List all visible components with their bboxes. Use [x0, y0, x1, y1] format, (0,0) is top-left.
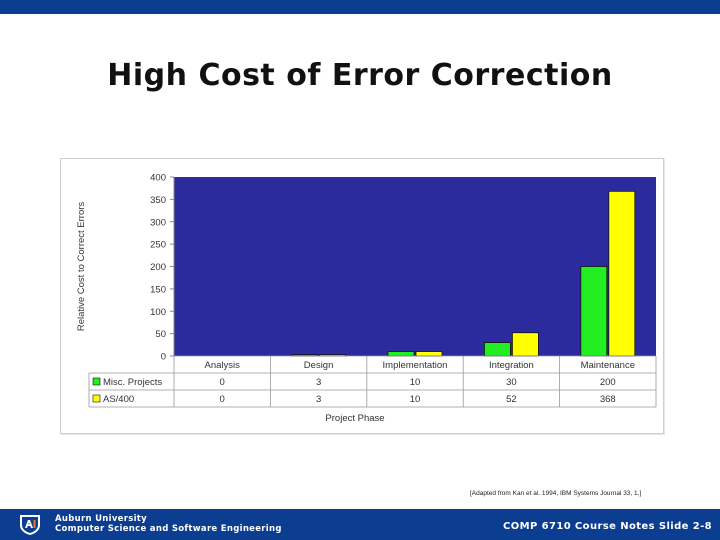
footer-slide-label: COMP 6710 Course Notes Slide 2-8 [503, 521, 712, 532]
y-tick-label: 150 [150, 284, 166, 295]
legend-key-misc-projects [92, 377, 101, 386]
footer-department: Computer Science and Software Engineerin… [55, 524, 282, 534]
chart-frame: 0 50 100 150 200 250 300 350 400 Relative Cost to… [60, 158, 664, 434]
data-table-value: 10 [410, 394, 421, 405]
source-citation: [Adapted from Kan et al. 1994, IBM Syste… [470, 490, 642, 497]
auburn-university-logo-icon [20, 515, 40, 535]
bar-as400 [608, 190, 636, 357]
plot-area [174, 177, 656, 356]
y-tick-label: 350 [150, 195, 166, 206]
y-axis-title: Relative Cost to Correct Errors [76, 202, 87, 332]
x-axis-title: Project Phase [325, 413, 384, 424]
legend-label: AS/400 [103, 394, 134, 405]
y-tick-label: 250 [150, 240, 166, 251]
data-table-value: 3 [316, 394, 321, 405]
legend-label: Misc. Projects [103, 377, 162, 388]
y-tick-label: 400 [150, 173, 166, 184]
x-category-label: Analysis [205, 360, 241, 371]
data-table-value: 52 [506, 394, 517, 405]
data-table-value: 200 [600, 377, 616, 388]
bar-as400 [511, 332, 539, 357]
bar-misc-projects [580, 266, 608, 357]
data-table-value: 30 [506, 377, 517, 388]
x-category-label: Maintenance [581, 360, 635, 371]
x-category-label: Integration [489, 360, 534, 371]
y-tick-label: 50 [155, 329, 166, 340]
data-table-value: 0 [220, 394, 225, 405]
footer-university: Auburn University [55, 514, 148, 524]
y-tick-label: 300 [150, 217, 166, 228]
y-tick-label: 100 [150, 307, 166, 318]
y-tick-label: 200 [150, 262, 166, 273]
data-table-value: 3 [316, 377, 321, 388]
bar-misc-projects [387, 351, 415, 357]
slide-title: High Cost of Error Correction [107, 58, 613, 93]
x-category-label: Design [304, 360, 334, 371]
y-tick-label: 0 [161, 352, 166, 363]
top-banner [0, 0, 720, 14]
legend-key-as400 [92, 394, 101, 403]
x-category-label: Implementation [383, 360, 448, 371]
data-table-value: 368 [600, 394, 616, 405]
bar-as400 [415, 351, 443, 357]
footer-bar: Auburn University Computer Science and S… [0, 509, 720, 540]
data-table-value: 10 [410, 377, 421, 388]
bar-misc-projects [483, 342, 511, 357]
data-table-value: 0 [220, 377, 225, 388]
footer-organization: Auburn University Computer Science and S… [55, 514, 282, 534]
